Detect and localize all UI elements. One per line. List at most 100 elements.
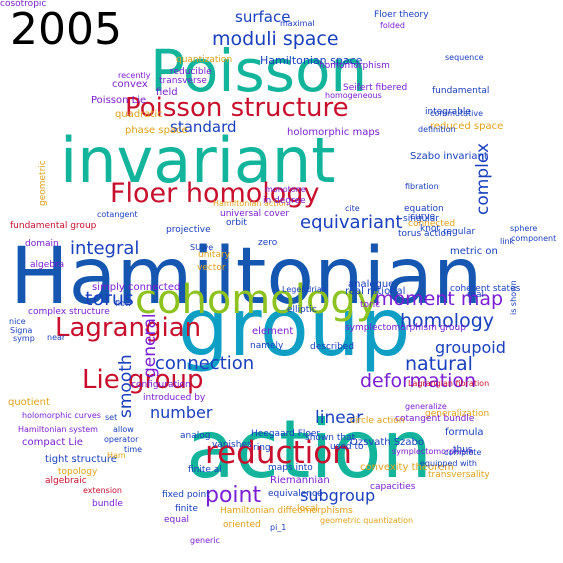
word-complete: complete: [444, 448, 482, 457]
word-fibration: fibration: [405, 182, 439, 191]
word-integral: integral: [70, 238, 140, 259]
word-fundamental-group: fundamental group: [10, 221, 97, 231]
word-ham: Ham: [107, 451, 126, 460]
word-field: field: [156, 87, 178, 98]
word-allow: allow: [113, 425, 134, 434]
word-maximal: maximal: [280, 19, 315, 28]
word-regular: regular: [443, 227, 476, 237]
word-folded: folded: [380, 21, 406, 30]
word-definition: definition: [418, 125, 456, 134]
word-curve: curve: [410, 212, 436, 222]
word-equipped-with: equipped with: [420, 459, 477, 468]
word-domain: domain: [25, 239, 59, 249]
word-real: real: [467, 290, 485, 300]
word-holomorphic-curves: holomorphic curves: [22, 411, 101, 420]
word-moment-map: moment map: [375, 288, 504, 310]
word-point: point: [205, 483, 262, 508]
word-configuration: configuration: [131, 380, 191, 390]
word-floer-homology: Floer homology: [110, 178, 320, 209]
word-finite-al: finite al: [188, 465, 222, 475]
word-riemannian: Riemannian: [270, 475, 330, 486]
word-geometric-quantization: geometric quantization: [320, 516, 414, 525]
word-orbit: orbit: [226, 218, 247, 228]
word-hamiltonian: Hamiltonian: [10, 232, 483, 322]
word-namely: namely: [250, 341, 284, 351]
word-hamiltonian-space: Hamiltonian space: [260, 54, 363, 67]
word-transverse: transverse: [159, 76, 207, 86]
word-signa: Signa: [10, 326, 33, 335]
word-natural: natural: [405, 353, 473, 375]
word-capacities: capacities: [370, 482, 416, 492]
word-su-ve: SU ve: [190, 243, 214, 252]
word-metric-on: metric on: [450, 246, 498, 257]
word-recently: recently: [118, 71, 151, 80]
word-bundle: bundle: [92, 499, 123, 509]
word-convexity-theorem: convexity theorem: [360, 462, 454, 473]
word-moduli-space: moduli space: [212, 28, 339, 50]
word-symplectomorphism: symplectomorphism: [392, 447, 474, 456]
word-connected: connected: [408, 219, 456, 229]
word-elliptic: elliptic: [287, 305, 317, 315]
word-poisson: Poisson: [150, 37, 368, 105]
word-set: set: [105, 413, 118, 422]
word-invariant: invariant: [60, 124, 336, 197]
word-homogeneous: homogeneous: [325, 91, 382, 100]
word-reduced-space: reduced space: [430, 121, 504, 132]
word-algebra: algebra: [30, 260, 65, 270]
word-singular: singular: [403, 214, 440, 224]
word-equation: equation: [404, 204, 444, 214]
word-szabo-invariant: Szabo invariant: [410, 151, 488, 162]
word-local: local: [297, 504, 318, 514]
word-standard: standard: [170, 118, 237, 136]
word-sphere: sphere: [510, 224, 538, 233]
word-real-rational: real rational: [345, 286, 406, 297]
word-quantization: quantization: [176, 55, 233, 65]
word-connection: connection: [155, 353, 255, 374]
word-analogue: analogue: [348, 279, 395, 290]
word-extension: extension: [83, 486, 122, 495]
word-equal: equal: [164, 515, 189, 525]
word-time: time: [124, 445, 143, 454]
word-subgroup: subgroup: [300, 486, 376, 505]
word-torus-action: torus action: [398, 229, 452, 239]
word-near: near: [47, 333, 66, 342]
word-cosotropic: cosotropic: [0, 0, 47, 9]
word-symp: symp: [13, 334, 35, 343]
word-group: group: [178, 281, 411, 374]
word-zero: zero: [258, 238, 278, 248]
word-general: general: [140, 313, 160, 378]
word-heegaard-floer: Heegaard Floer: [251, 429, 321, 439]
word-knot: knot: [420, 224, 440, 234]
word-analog: analog: [180, 431, 211, 441]
word-reducible: reducible: [170, 67, 212, 77]
word-transversality: transversality: [428, 470, 490, 480]
word-lie-group: Lie group: [82, 365, 204, 395]
word-homology: homology: [400, 310, 495, 332]
word-hamiltonian-system: Hamiltonian system: [18, 425, 98, 434]
year-label: 2005: [10, 4, 122, 55]
word-convex: convex: [112, 79, 148, 90]
word-symplectomorphism-group: symplectomorphism group: [345, 323, 466, 333]
word-seifert-fibered: Seifert fibered: [343, 83, 408, 93]
word-is-shown: is shown: [509, 280, 518, 315]
word-linear: linear: [315, 408, 364, 428]
word-number: number: [150, 403, 213, 422]
word-floer-theory: Floer theory: [374, 10, 429, 20]
word-fundamental: fundamental: [432, 86, 490, 96]
word-cite: cite: [345, 204, 360, 213]
word-cohomology: cohomology: [135, 277, 380, 323]
word-commutative: commutative: [430, 109, 484, 118]
word-sequence: sequence: [445, 53, 484, 62]
word-poisson-lie: Poisson Lie: [91, 95, 147, 106]
word-geometric: geometric: [38, 160, 48, 206]
word-in-degree: in degree: [263, 196, 306, 206]
word-used-to: used to: [330, 442, 364, 452]
word-shown-that: shown that: [305, 433, 356, 443]
word-generic: generic: [190, 536, 220, 545]
word-equivalence: equivalence: [268, 489, 323, 499]
word-phase-space: phase space: [125, 125, 188, 136]
word-topology: topology: [58, 467, 98, 477]
word-quadratic: quadratic: [115, 109, 163, 120]
word-vector: vector: [197, 263, 226, 273]
word-thus: thus: [453, 445, 473, 455]
